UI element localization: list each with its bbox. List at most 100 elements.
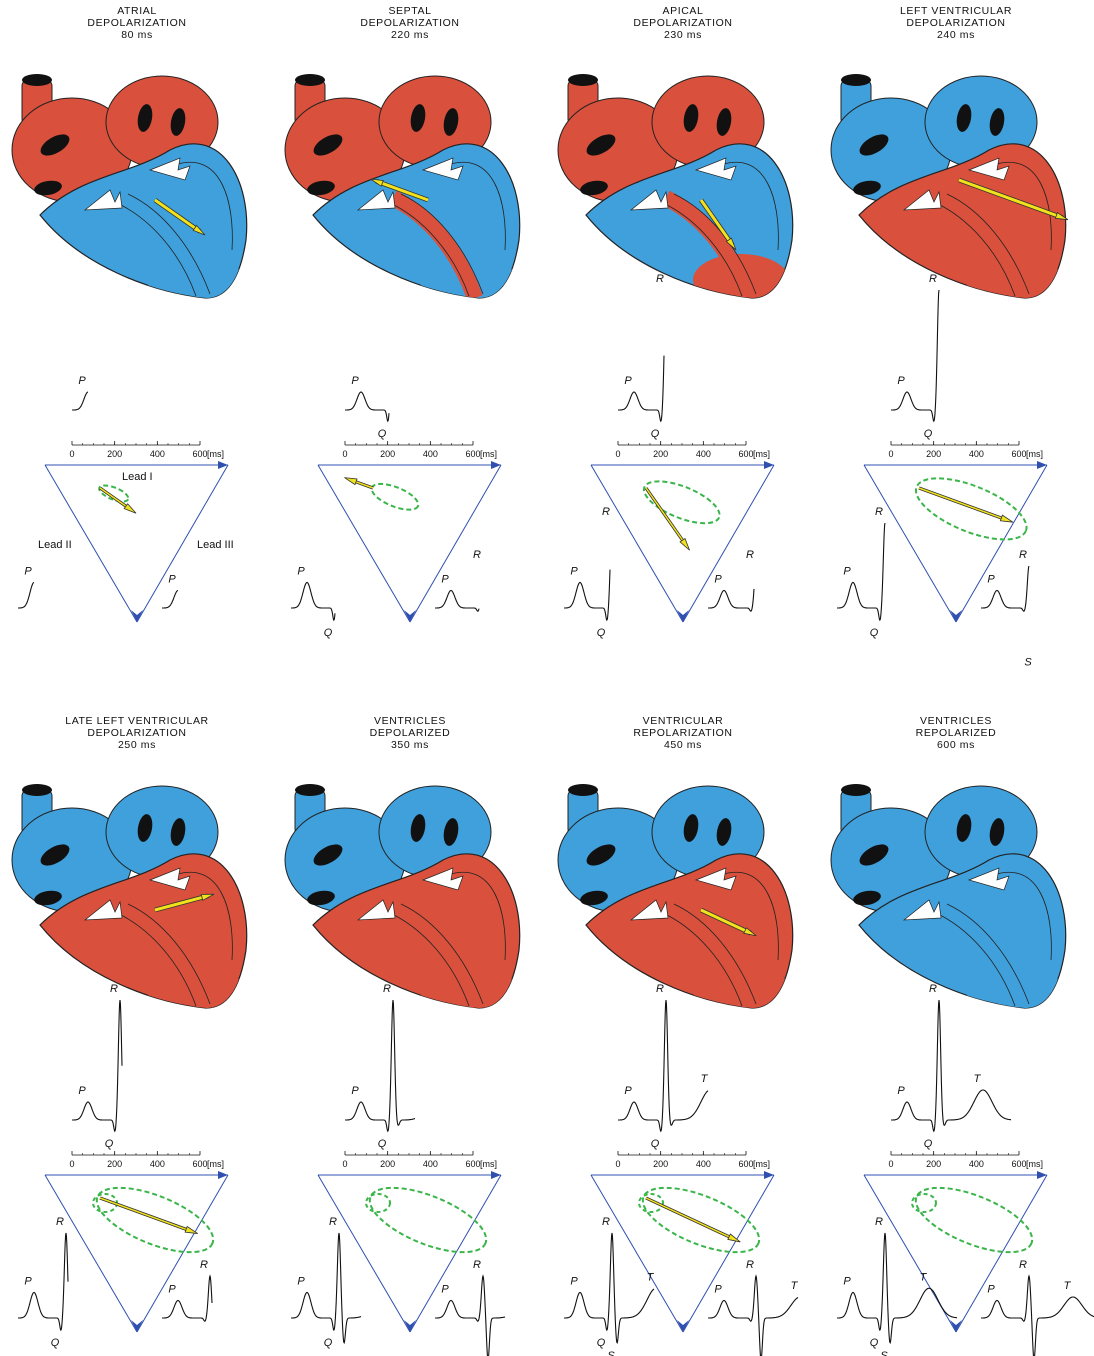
wave-label: Q: [324, 627, 333, 639]
tick-label: 200: [926, 449, 941, 459]
wave-label: P: [168, 1284, 176, 1296]
lead-name: Lead II: [38, 539, 72, 551]
einthoven-triangle: [45, 1175, 228, 1332]
wave-label: R: [1019, 1259, 1027, 1271]
stage-time: 350 ms: [391, 739, 429, 751]
aorta-opening: [295, 74, 325, 86]
aorta-opening: [841, 74, 871, 86]
wave-label: R: [746, 549, 754, 561]
ecg-diagram: ATRIALDEPOLARIZATION80 ms0200400600[ms]L…: [0, 0, 1094, 1356]
stage-title: ATRIAL: [117, 5, 157, 17]
tick-label: 400: [150, 449, 165, 459]
aorta-opening: [568, 74, 598, 86]
ecg-trace: [18, 583, 34, 609]
tick-label: 0: [342, 1159, 347, 1169]
stage-panel: LEFT VENTRICULARDEPOLARIZATION240 ms0200…: [831, 5, 1068, 669]
tick-label: 400: [696, 449, 711, 459]
wave-label: P: [624, 1085, 632, 1097]
aorta-opening: [841, 784, 871, 796]
wave-label: Q: [378, 1138, 387, 1150]
stage-title: LEFT VENTRICULAR: [900, 5, 1012, 17]
ecg-trace: [72, 392, 88, 410]
wave-label: Q: [597, 1337, 606, 1349]
vector-loop: [912, 1194, 936, 1212]
vector-head: [344, 478, 357, 485]
tick-label: 0: [342, 449, 347, 459]
arrowhead: [131, 1320, 143, 1332]
wave-label: P: [441, 574, 449, 586]
tick-label: 200: [380, 449, 395, 459]
arrowhead: [677, 610, 689, 622]
wave-label: R: [656, 983, 664, 995]
axis-unit: [ms]: [753, 449, 770, 459]
tick-label: 400: [423, 449, 438, 459]
stage-time: 240 ms: [937, 29, 975, 41]
wave-label: R: [1019, 549, 1027, 561]
stage-time: 250 ms: [118, 739, 156, 751]
wave-label: P: [297, 566, 305, 578]
wave-label: Q: [870, 627, 879, 639]
tick-label: 600: [738, 1159, 753, 1169]
aorta-opening: [295, 784, 325, 796]
vector-loop: [362, 1175, 495, 1266]
tick-label: 0: [69, 1159, 74, 1169]
wave-label: P: [78, 375, 86, 387]
stage-time: 220 ms: [391, 29, 429, 41]
wave-label: R: [200, 1259, 208, 1271]
wave-label: P: [987, 574, 995, 586]
tick-label: 400: [423, 1159, 438, 1169]
tick-label: 0: [615, 1159, 620, 1169]
wave-label: P: [843, 566, 851, 578]
ecg-trace: [891, 290, 939, 421]
heart: [831, 74, 1068, 306]
stage-title: SEPTAL: [388, 5, 431, 17]
wave-label: P: [297, 1276, 305, 1288]
wave-label: R: [110, 983, 118, 995]
wave-label: Q: [324, 1337, 333, 1349]
stage-title: DEPOLARIZATION: [633, 17, 732, 29]
wave-label: Q: [651, 1138, 660, 1150]
wave-label: P: [714, 1284, 722, 1296]
arrowhead: [131, 610, 143, 622]
tick-label: 200: [107, 449, 122, 459]
lead-name: Lead I: [122, 471, 153, 483]
tick-label: 400: [696, 1159, 711, 1169]
aorta-opening: [22, 74, 52, 86]
aorta-opening: [22, 784, 52, 796]
vector-loop: [366, 1194, 390, 1212]
stage-title: DEPOLARIZATION: [87, 727, 186, 739]
arrowhead: [404, 1320, 416, 1332]
stage-title: VENTRICLES: [374, 715, 446, 727]
vector-arrow: [646, 1198, 735, 1239]
wave-label: P: [624, 375, 632, 387]
wave-label: T: [974, 1073, 982, 1085]
ecg-trace: [618, 1000, 708, 1131]
stage-time: 600 ms: [937, 739, 975, 751]
tick-label: 0: [888, 1159, 893, 1169]
wave-label: R: [473, 1259, 481, 1271]
stage-title: APICAL: [663, 5, 704, 17]
arrowhead: [404, 610, 416, 622]
wave-label: Q: [597, 627, 606, 639]
vector-arrow: [100, 1198, 192, 1232]
ecg-trace: [891, 1000, 1011, 1131]
vector-loop: [89, 1175, 222, 1266]
tick-label: 200: [107, 1159, 122, 1169]
wave-label: P: [987, 1284, 995, 1296]
wave-label: P: [897, 1085, 905, 1097]
einthoven-triangle: [318, 465, 501, 622]
vector-loop: [908, 466, 1034, 552]
ecg-trace: [162, 591, 178, 609]
tick-label: 400: [969, 1159, 984, 1169]
stage-title: DEPOLARIZATION: [906, 17, 1005, 29]
wave-label: P: [351, 1085, 359, 1097]
ecg-trace: [435, 591, 479, 612]
stage-title: DEPOLARIZATION: [87, 17, 186, 29]
einthoven-triangle: [591, 1175, 774, 1332]
axis-unit: [ms]: [207, 1159, 224, 1169]
ecg-trace: [618, 356, 664, 422]
wave-label: R: [602, 506, 610, 518]
